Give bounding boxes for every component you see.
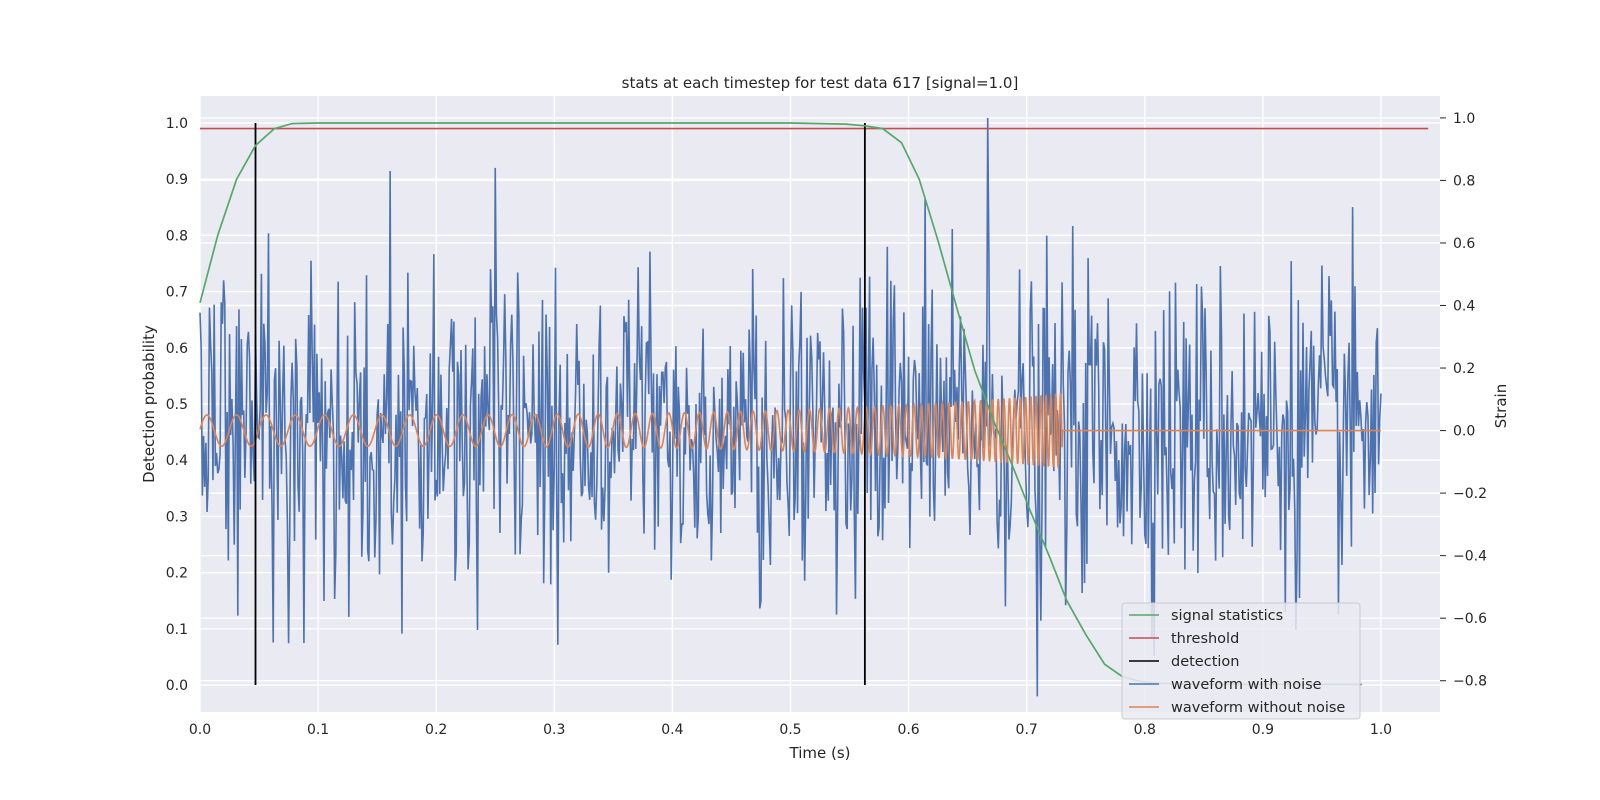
legend-label-threshold: threshold	[1171, 631, 1239, 647]
y2-tick-label: 0.2	[1453, 361, 1475, 377]
legend-item-detection: detection	[1129, 654, 1239, 670]
legend-item-threshold: threshold	[1129, 631, 1239, 647]
x-tick-label: 0.5	[779, 722, 801, 738]
chart-title: stats at each timestep for test data 617…	[622, 74, 1019, 92]
x-tick-label: 0.9	[1252, 722, 1274, 738]
y2-tick-label: 0.8	[1453, 173, 1475, 189]
legend-item-waveform-without-noise: waveform without noise	[1129, 700, 1345, 716]
x-tick-label: 0.7	[1016, 722, 1038, 738]
y-tick-label: 0.6	[166, 341, 188, 357]
legend-item-signal-statistics: signal statistics	[1129, 608, 1283, 624]
y2-axis-label: Strain	[1492, 384, 1510, 428]
legend: signal statistics threshold detection wa…	[1121, 602, 1361, 720]
y-tick-label: 0.8	[166, 228, 188, 244]
y-tick-label: 0.9	[166, 172, 188, 188]
y-tick-label: 0.7	[166, 285, 188, 301]
legend-item-waveform-with-noise: waveform with noise	[1129, 677, 1322, 693]
legend-label-detection: detection	[1171, 654, 1239, 670]
y-axis-label: Detection probability	[140, 325, 158, 483]
x-tick-label: 1.0	[1370, 722, 1392, 738]
y-tick-label: 0.4	[166, 453, 188, 469]
y-tick-label: 0.0	[166, 678, 188, 694]
y-tick-label: 0.1	[166, 622, 188, 638]
y-axis-left: 0.0 0.1 0.2 0.3 0.4 0.5 0.6 0.7 0.8 0.9 1.0	[166, 116, 188, 694]
x-axis: 0.0 0.1 0.2 0.3 0.4 0.5 0.6 0.7 0.8 0.9 1.0	[189, 722, 1392, 738]
legend-label-signal-statistics: signal statistics	[1171, 608, 1283, 624]
legend-box	[1121, 602, 1361, 720]
y2-tick-label: −0.8	[1453, 674, 1487, 690]
y2-tick-label: 0.0	[1453, 424, 1475, 440]
y-tick-label: 0.3	[166, 509, 188, 525]
x-tick-label: 0.6	[897, 722, 919, 738]
y2-tick-label: 1.0	[1453, 111, 1475, 127]
legend-label-waveform-with-noise: waveform with noise	[1171, 677, 1322, 693]
legend-label-waveform-without-noise: waveform without noise	[1171, 700, 1345, 716]
y-tick-label: 0.5	[166, 397, 188, 413]
y2-tick-label: −0.6	[1453, 611, 1487, 627]
y2-tick-label: −0.2	[1453, 486, 1487, 502]
x-tick-label: 0.0	[189, 722, 211, 738]
waveform-with-noise-line	[199, 117, 1382, 697]
x-tick-label: 0.8	[1134, 722, 1156, 738]
y-axis-right: −0.8 −0.6 −0.4 −0.2 0.0 0.2 0.4 0.6 0.8 1.0	[1440, 111, 1487, 690]
y2-tick-label: −0.4	[1453, 549, 1487, 565]
y-tick-label: 0.2	[166, 566, 188, 582]
x-tick-label: 0.4	[661, 722, 683, 738]
x-tick-label: 0.3	[543, 722, 565, 738]
x-tick-label: 0.1	[307, 722, 329, 738]
waveform-without-noise-line	[199, 393, 1381, 468]
y-tick-label: 1.0	[166, 116, 188, 132]
y2-tick-label: 0.4	[1453, 299, 1475, 315]
y2-tick-label: 0.6	[1453, 236, 1475, 252]
x-axis-label: Time (s)	[789, 744, 851, 762]
x-tick-label: 0.2	[425, 722, 447, 738]
